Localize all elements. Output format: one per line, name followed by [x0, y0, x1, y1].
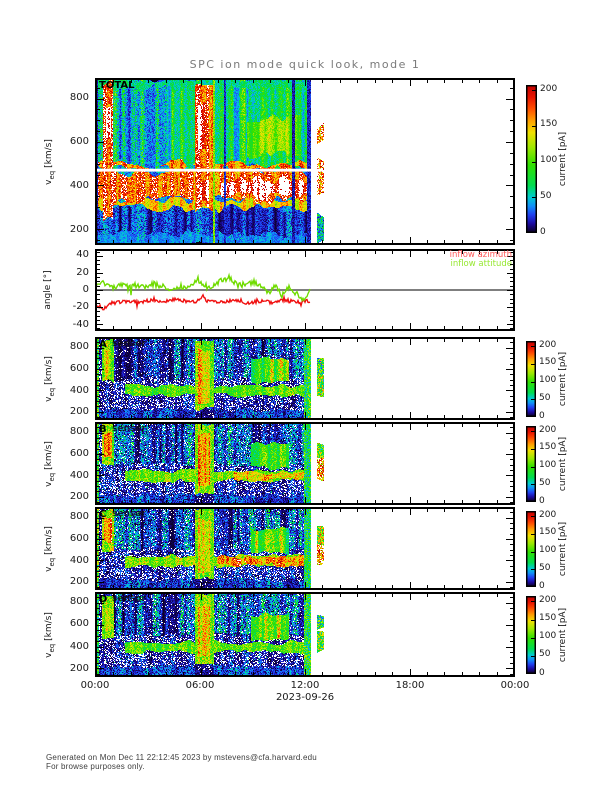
angle-tick-label-40: 40 [76, 249, 89, 261]
colorbar-B-tick-100: 100 [539, 460, 557, 471]
colorbar-total-tick-200: 200 [540, 83, 558, 94]
spectrogram-B-canvas [95, 422, 515, 505]
x-tick-label-4: 00:00 [500, 680, 530, 691]
spectrogram-C-canvas [95, 507, 515, 590]
panel-sublabel-D: sensor [112, 594, 146, 604]
colorbar-B-tick-50: 50 [539, 477, 551, 488]
colorbar-D-label: current [pA] [558, 607, 568, 663]
colorbar-total-tick-0: 0 [540, 226, 546, 237]
colorbar-B-canvas [526, 426, 536, 502]
y-tick-label-C-400: 400 [69, 554, 89, 566]
y-tick-label-total-200: 200 [69, 223, 89, 235]
colorbar-C-label: current [pA] [558, 521, 568, 577]
colorbar-A-tick-150: 150 [539, 357, 557, 368]
colorbar-C-tick-150: 150 [539, 527, 557, 538]
colorbar-D-canvas [526, 596, 536, 674]
x-axis-date-label: 2023-09-26 [275, 692, 335, 703]
legend-inflow-attitude: inflow attitude [450, 259, 512, 269]
colorbar-C-tick-0: 0 [539, 580, 545, 591]
y-axis-label-D: veq [km/s] [44, 611, 56, 658]
spectrogram-total-canvas [95, 78, 515, 245]
panel-label-A: A [99, 339, 107, 350]
colorbar-total-tick-50: 50 [540, 190, 552, 201]
colorbar-A-canvas [526, 341, 536, 417]
y-tick-label-B-400: 400 [69, 469, 89, 481]
page-title: SPC ion mode quick look, mode 1 [189, 58, 421, 71]
colorbar-B-tick-200: 200 [539, 424, 557, 435]
colorbar-D-tick-150: 150 [539, 613, 557, 624]
x-tick-label-1: 06:00 [185, 680, 215, 691]
y-tick-label-A-800: 800 [69, 340, 89, 352]
y-axis-label-C: veq [km/s] [44, 525, 56, 572]
y-tick-label-B-200: 200 [69, 491, 89, 503]
x-tick-label-2: 12:00 [290, 680, 320, 691]
colorbar-D-tick-100: 100 [539, 631, 557, 642]
y-tick-label-A-400: 400 [69, 384, 89, 396]
colorbar-A-tick-50: 50 [539, 392, 551, 403]
y-tick-label-B-600: 600 [69, 447, 89, 459]
angle-tick-label--20: -20 [72, 301, 89, 313]
spectrogram-D-canvas [95, 592, 515, 677]
y-axis-label-B: veq [km/s] [44, 440, 56, 487]
y-tick-label-D-200: 200 [69, 663, 89, 675]
spectrogram-A-canvas [95, 337, 515, 420]
angle-tick-label-20: 20 [76, 266, 89, 278]
colorbar-total-tick-150: 150 [540, 119, 558, 130]
y-tick-label-C-200: 200 [69, 576, 89, 588]
footer: Generated on Mon Dec 11 22:12:45 2023 by… [46, 753, 317, 771]
colorbar-B-tick-150: 150 [539, 442, 557, 453]
colorbar-A-tick-0: 0 [539, 410, 545, 421]
colorbar-C-tick-100: 100 [539, 545, 557, 556]
x-tick-label-3: 18:00 [395, 680, 425, 691]
y-tick-label-D-600: 600 [69, 618, 89, 630]
y-axis-label-A: veq [km/s] [44, 355, 56, 402]
colorbar-B-tick-0: 0 [539, 495, 545, 506]
y-tick-label-B-800: 800 [69, 425, 89, 437]
x-tick-label-0: 00:00 [80, 680, 110, 691]
colorbar-D-tick-200: 200 [539, 594, 557, 605]
angle-plot-canvas [95, 249, 515, 331]
colorbar-B-label: current [pA] [558, 436, 568, 492]
colorbar-A-label: current [pA] [558, 351, 568, 407]
panel-label-D: D [99, 594, 108, 605]
y-tick-label-total-400: 400 [69, 179, 89, 191]
colorbar-total-canvas [526, 85, 537, 233]
colorbar-C-tick-50: 50 [539, 562, 551, 573]
y-tick-label-A-600: 600 [69, 362, 89, 374]
colorbar-A-tick-200: 200 [539, 339, 557, 350]
panel-sublabel-C: sensor [112, 509, 146, 519]
panel-sublabel-B: sensor [112, 424, 146, 434]
colorbar-D-tick-50: 50 [539, 649, 551, 660]
panel-sublabel-A: sensor [112, 339, 146, 349]
angle-tick-label--40: -40 [72, 318, 89, 330]
colorbar-total-tick-100: 100 [540, 155, 558, 165]
y-axis-label-total: veq [km/s] [44, 138, 56, 185]
y-tick-label-D-800: 800 [69, 596, 89, 608]
colorbar-C-tick-200: 200 [539, 509, 557, 520]
y-tick-label-A-200: 200 [69, 406, 89, 418]
colorbar-D-tick-0: 0 [539, 667, 545, 678]
angle-axis-label: angle [°] [43, 270, 53, 310]
y-tick-label-D-400: 400 [69, 640, 89, 652]
y-tick-label-C-800: 800 [69, 510, 89, 522]
colorbar-total-label: current [pA] [558, 131, 568, 187]
panel-label-B: B [99, 424, 107, 435]
panel-label-C: C [99, 509, 107, 520]
y-tick-label-total-800: 800 [69, 91, 89, 103]
footer-browse-line: For browse purposes only. [46, 762, 145, 771]
footer-generated-line: Generated on Mon Dec 11 22:12:45 2023 by… [46, 753, 317, 762]
legend-inflow-azimuth: inflow azimuth [449, 250, 512, 260]
panel-label-total: TOTAL [99, 80, 135, 91]
y-tick-label-C-600: 600 [69, 532, 89, 544]
y-tick-label-total-600: 600 [69, 135, 89, 147]
colorbar-A-tick-100: 100 [539, 375, 557, 386]
angle-tick-label-0: 0 [82, 284, 89, 295]
colorbar-C-canvas [526, 511, 536, 587]
